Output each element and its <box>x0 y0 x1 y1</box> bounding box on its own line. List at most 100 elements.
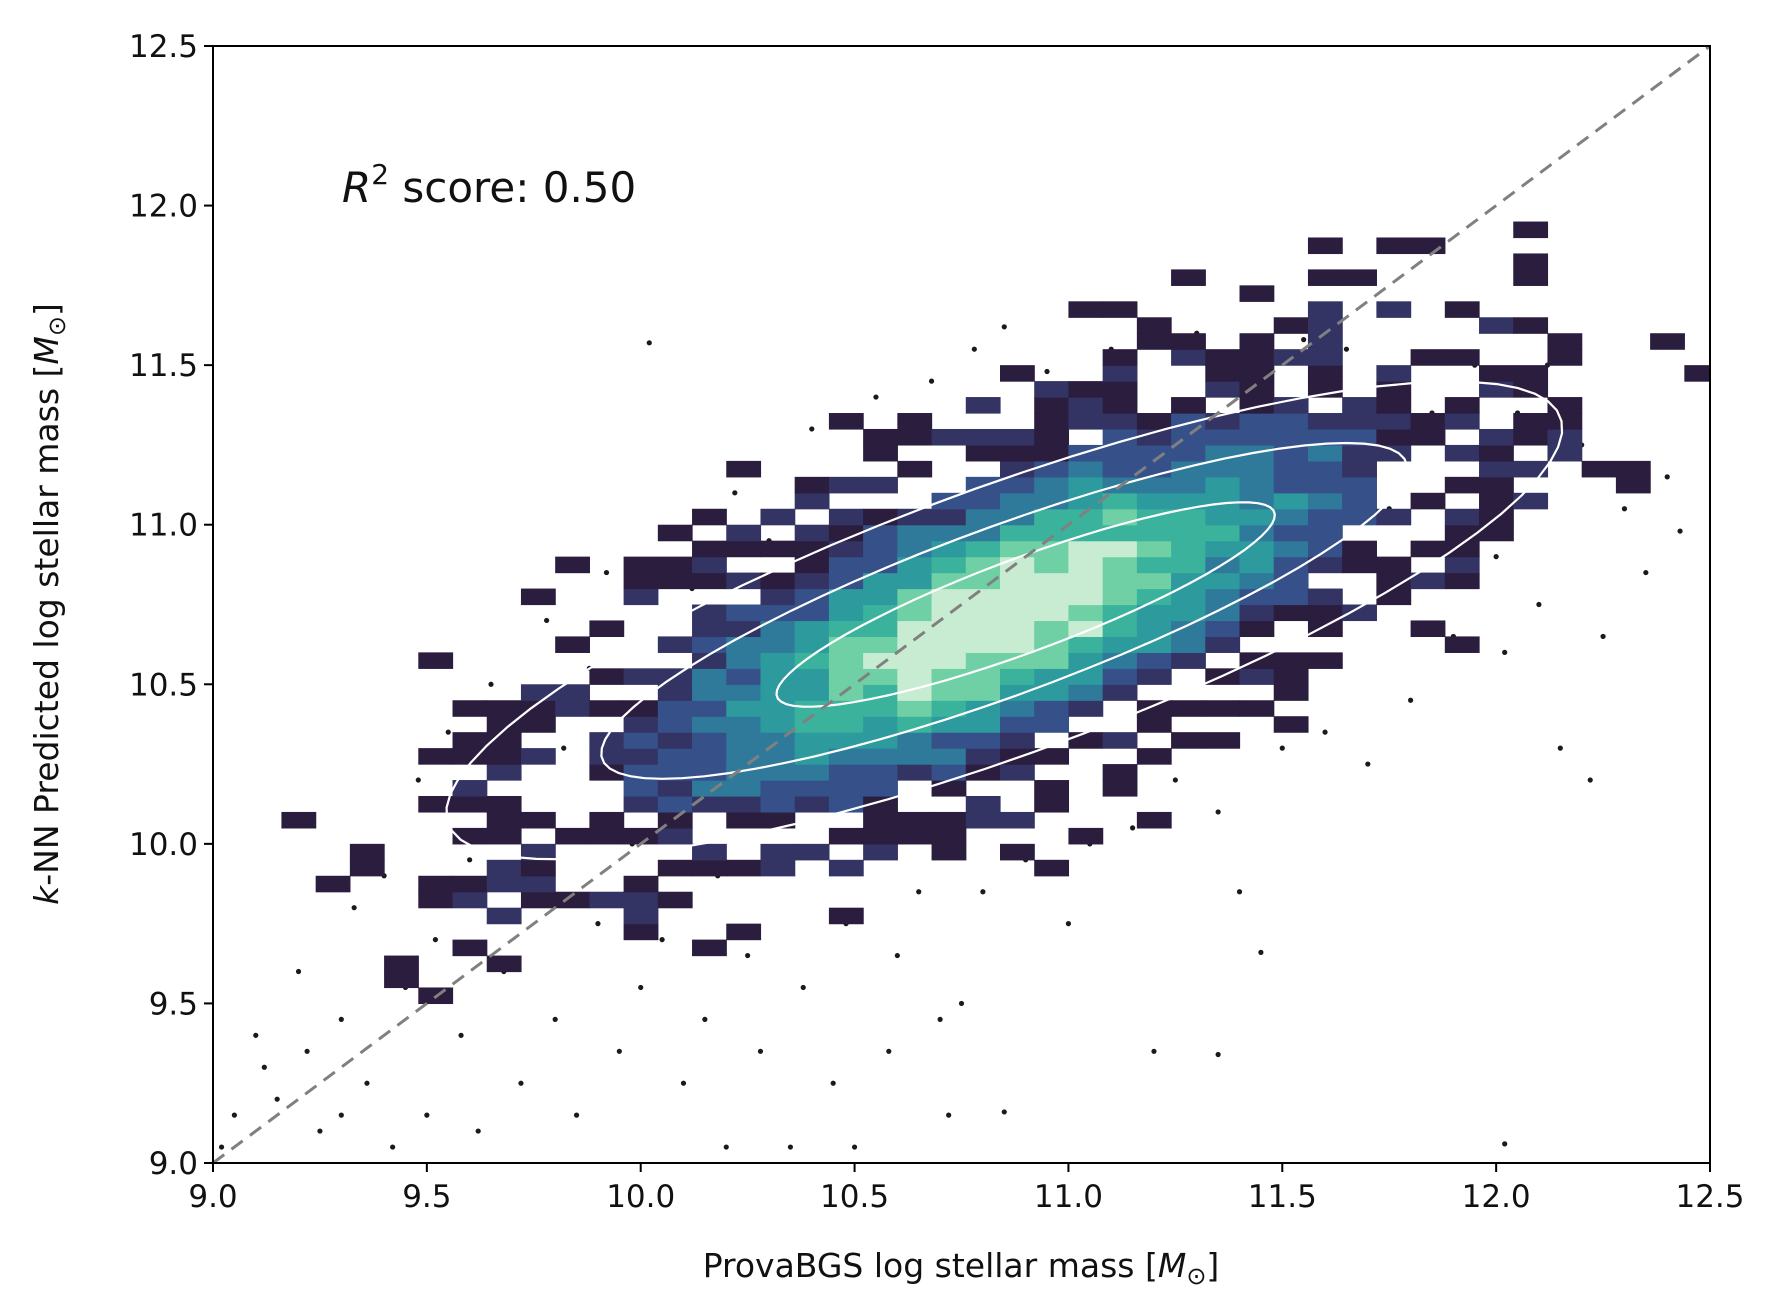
heatmap-cell <box>1376 428 1412 446</box>
heatmap-cell <box>999 365 1035 382</box>
y-tick-label: 12.5 <box>129 29 198 65</box>
heatmap-cell <box>794 764 830 781</box>
heatmap-cell <box>1102 588 1138 606</box>
scatter-point <box>1365 761 1371 767</box>
heatmap-cell <box>1102 413 1138 430</box>
heatmap-cell <box>999 764 1035 781</box>
heatmap-cell <box>1102 764 1138 781</box>
heatmap-cell <box>794 540 830 558</box>
heatmap-cell <box>1239 540 1275 558</box>
heatmap-cell <box>1102 444 1138 462</box>
heatmap-cell <box>897 604 933 622</box>
heatmap-cell <box>1273 652 1309 669</box>
heatmap-cell <box>452 748 488 765</box>
heatmap-cell <box>863 556 898 574</box>
heatmap-cell <box>1376 365 1412 382</box>
y-tick-label: 10.0 <box>129 827 198 863</box>
heatmap-cell <box>828 827 864 845</box>
heatmap-cell <box>1068 476 1104 494</box>
heatmap-cell <box>794 476 830 494</box>
heatmap-cell <box>999 652 1035 669</box>
heatmap-cell <box>760 748 796 765</box>
heatmap-cell <box>931 604 967 622</box>
heatmap-cell <box>897 684 933 701</box>
heatmap-cell <box>1273 684 1309 701</box>
heatmap-cell <box>589 764 625 781</box>
heatmap-cell <box>1136 588 1172 606</box>
heatmap-cell <box>999 524 1035 542</box>
heatmap-cell <box>1136 508 1172 526</box>
heatmap-cell <box>1136 333 1172 350</box>
scatter-point <box>1215 1051 1221 1058</box>
heatmap-cell <box>692 652 727 669</box>
heatmap-cell <box>1171 572 1206 590</box>
heatmap-cell <box>657 827 693 845</box>
heatmap-cell <box>1205 365 1241 382</box>
heatmap-cell <box>452 732 488 749</box>
heatmap-cell <box>828 780 864 797</box>
heatmap-cell <box>897 524 933 542</box>
heatmap-cell <box>349 859 385 877</box>
heatmap-cell <box>589 668 625 685</box>
scatter-point <box>432 937 439 943</box>
heatmap-cell <box>1136 444 1172 462</box>
heatmap-cell <box>1547 428 1583 446</box>
heatmap-cell <box>794 732 830 749</box>
heatmap-cell <box>1171 349 1206 366</box>
heatmap-cell <box>1410 572 1446 590</box>
heatmap-cell <box>863 620 898 638</box>
heatmap-cell <box>1239 508 1275 526</box>
x-axis-label: ProvaBGS log stellar mass [M⊙] <box>703 1246 1220 1290</box>
heatmap-cell <box>1102 508 1138 526</box>
heatmap-cell <box>1102 652 1138 669</box>
heatmap-cell <box>486 907 522 925</box>
scatter-point <box>916 889 922 895</box>
scatter-point <box>445 729 451 735</box>
heatmap-cell <box>1171 620 1206 638</box>
heatmap-cell <box>1615 476 1651 494</box>
y-axis-label-prefix: k <box>27 884 66 905</box>
heatmap-cell <box>315 875 351 893</box>
heatmap-cell <box>486 795 522 813</box>
heatmap-cell <box>1273 460 1309 478</box>
heatmap-cell <box>931 780 967 797</box>
heatmap-cell <box>1136 556 1172 574</box>
heatmap-cell <box>794 588 830 606</box>
heatmap-cell <box>726 604 762 622</box>
heatmap-cell <box>726 668 762 685</box>
r2-score-text: score: 0.50 <box>389 163 636 212</box>
heatmap-cell <box>897 572 933 590</box>
scatter-point <box>1279 745 1285 751</box>
heatmap-cell <box>623 668 659 685</box>
heatmap-cell <box>1307 524 1343 542</box>
heatmap-cell <box>657 748 693 765</box>
heatmap-cell <box>1376 301 1412 318</box>
heatmap-cell <box>965 732 1001 749</box>
heatmap-cell <box>999 636 1035 653</box>
heatmap-cell <box>965 668 1001 685</box>
heatmap-cell <box>760 795 796 813</box>
heatmap-cell <box>1513 221 1549 239</box>
heatmap-cell <box>931 811 967 829</box>
heatmap-cell <box>760 620 796 638</box>
heatmap-cell <box>726 716 762 733</box>
heatmap-cell <box>897 588 933 606</box>
heatmap-cell <box>828 684 864 701</box>
heatmap-cell <box>1239 668 1275 685</box>
heatmap-cell <box>1171 636 1206 653</box>
heatmap-cell <box>1205 508 1241 526</box>
heatmap-cell <box>1136 428 1172 446</box>
heatmap-cell <box>828 413 864 430</box>
heatmap-cell <box>692 700 727 717</box>
heatmap-cell <box>1273 524 1309 542</box>
heatmap-cell <box>828 748 864 765</box>
heatmap-cell <box>623 556 659 574</box>
scatter-point <box>231 1112 237 1118</box>
heatmap-cell <box>1307 365 1343 382</box>
heatmap-cell <box>828 556 864 574</box>
heatmap-cell <box>726 636 762 653</box>
heatmap-cell <box>1342 413 1377 430</box>
heatmap-cell <box>931 524 967 542</box>
heatmap-cell <box>999 620 1035 638</box>
scatter-point <box>295 968 302 975</box>
